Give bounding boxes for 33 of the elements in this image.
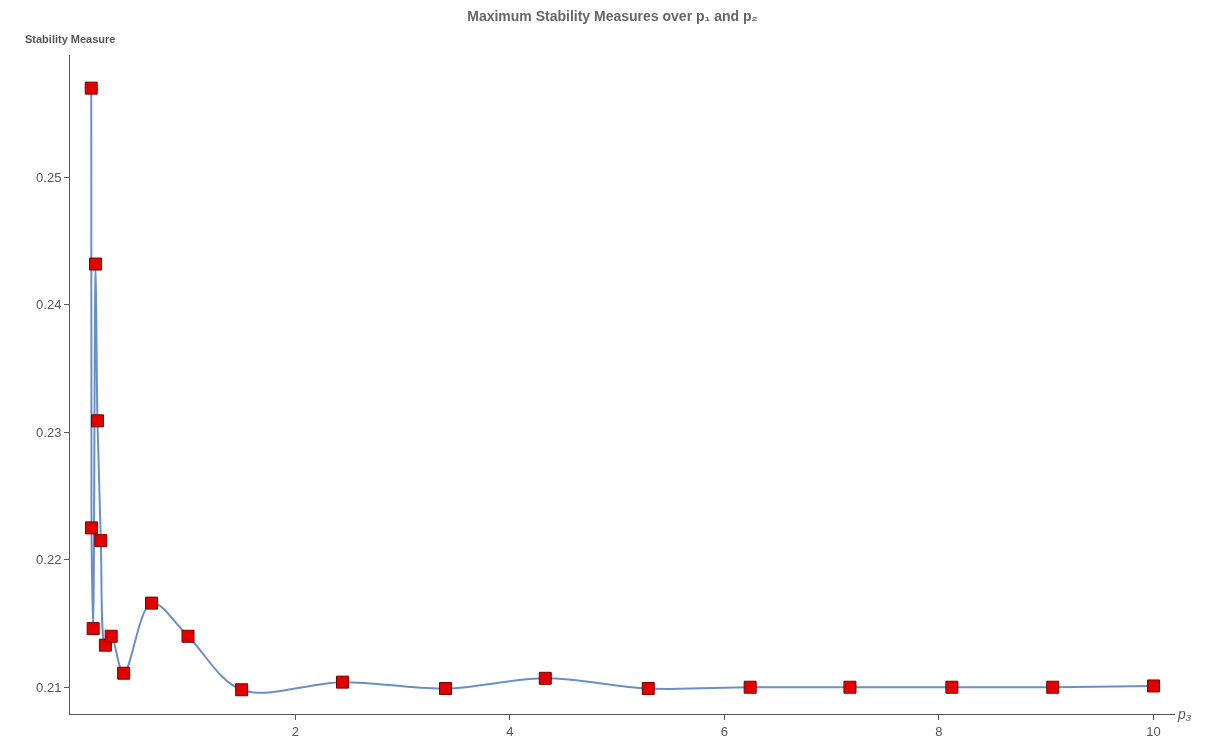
point <box>538 671 552 685</box>
point <box>117 666 131 680</box>
point <box>94 534 108 548</box>
point <box>945 680 959 694</box>
x-axis-title: p₃ <box>1177 706 1192 722</box>
y-axis-title: Stability Measure <box>25 33 116 45</box>
x-tick-label: 4 <box>506 723 514 739</box>
point <box>743 680 757 694</box>
point <box>438 682 452 696</box>
point <box>104 629 118 643</box>
point <box>145 596 159 610</box>
y-tick-label: 0.21 <box>36 679 62 695</box>
x-tick-label: 6 <box>720 723 729 739</box>
chart-title: Maximum Stability Measures over p₁ and p₂ <box>467 8 758 25</box>
point <box>86 622 100 636</box>
point <box>843 680 857 694</box>
point <box>1046 680 1060 694</box>
point <box>336 675 349 689</box>
y-tick-label: 0.23 <box>36 424 62 440</box>
x-tick-label: 10 <box>1146 723 1161 739</box>
point <box>84 521 98 535</box>
point <box>1147 679 1161 693</box>
x-tick-label: 2 <box>291 723 299 739</box>
x-tick-label: 8 <box>935 723 943 739</box>
point <box>90 414 104 428</box>
point <box>641 682 655 696</box>
y-tick-label: 0.24 <box>36 297 62 313</box>
y-tick-label: 0.22 <box>36 552 62 568</box>
y-tick-label: 0.25 <box>36 169 62 185</box>
point <box>89 257 103 271</box>
point <box>235 683 249 697</box>
point <box>181 629 195 643</box>
point <box>84 81 98 95</box>
